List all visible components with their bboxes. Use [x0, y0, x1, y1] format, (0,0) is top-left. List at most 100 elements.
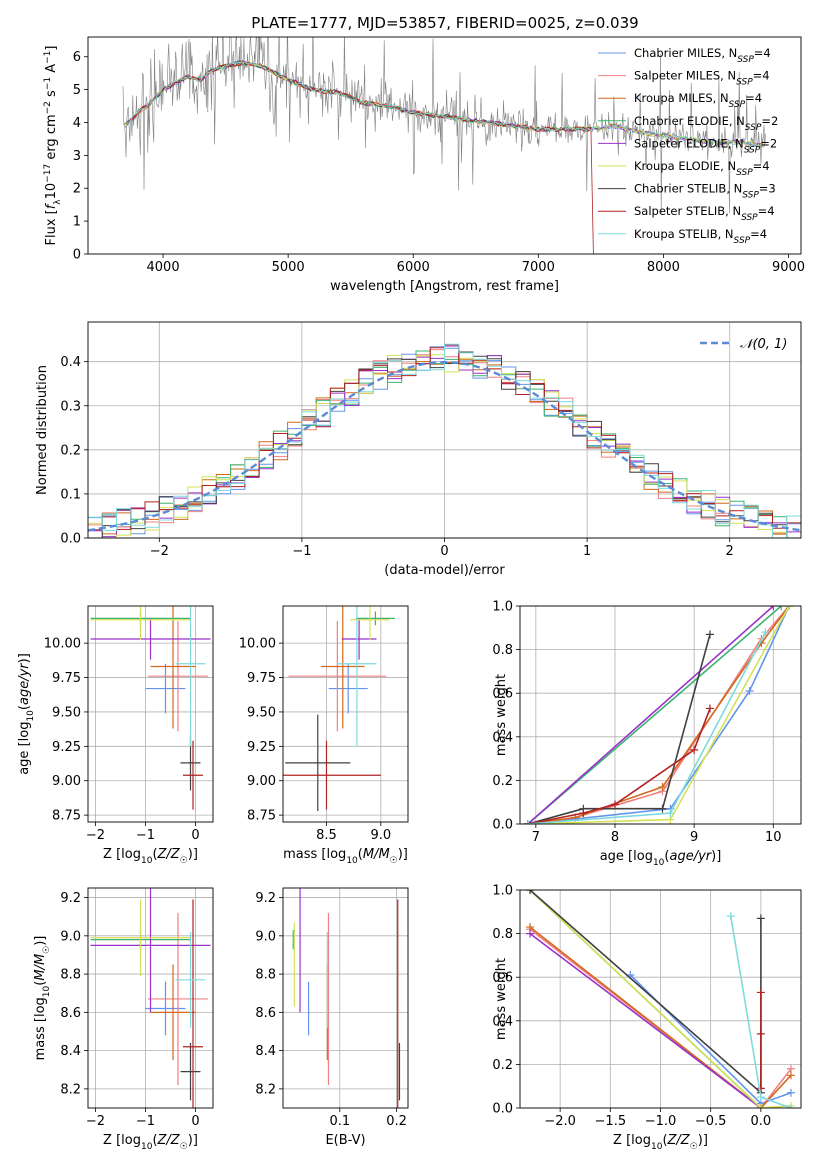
legend-entry-label: Salpeter ELODIE, NSSP=2: [634, 136, 777, 155]
residuals-ytick-label: 0.0: [60, 532, 81, 547]
residuals-ytick-label: 0.3: [60, 399, 81, 414]
mass_vs_EBV-xtick-label: 0.2: [386, 1114, 407, 1129]
mass_vs_Z-ytick-label: 8.8: [60, 968, 81, 983]
mass_vs_Z-ytick-label: 8.6: [60, 1006, 81, 1021]
mass-weight-line: [527, 634, 711, 824]
spectrum-xtick-label: 6000: [397, 260, 430, 275]
residuals-ytick-label: 0.4: [60, 355, 81, 370]
age_vs_Z-ytick-label: 8.75: [52, 809, 81, 824]
massweight_vs_Z-ylabel: mass weight: [494, 958, 509, 1040]
residuals-xtick-label: 0: [440, 544, 448, 559]
mass-weight-marker: [769, 606, 778, 610]
mass-weight-marker: [761, 628, 770, 637]
age_vs_mass-plot-area: [283, 606, 395, 811]
mass_vs_Z-plot-area: [90, 888, 211, 1108]
mass_vs_Z-ylabel: mass [log10(M/M☉)]: [33, 936, 52, 1061]
mass_vs_EBV-panel: 0.1 0.2 8.2 8.4 8.6 8.8 9.0 9.2 E(B-V): [255, 887, 409, 1148]
massweight_vs_age-ytick-label: 0.2: [492, 774, 513, 789]
massweight_vs_Z-xtick-label: −1.5: [595, 1114, 627, 1129]
mass-weight-marker: [705, 704, 714, 713]
age_vs_Z-ytick-label: 10.00: [44, 637, 81, 652]
massweight_vs_Z-ytick-label: 0.6: [492, 971, 513, 986]
residuals-ylabel: Normed distribution: [35, 365, 50, 495]
mass_vs_EBV-xtick-label: 0.1: [329, 1114, 350, 1129]
age_vs_Z-xtick-label: −2: [86, 828, 105, 843]
age_vs_mass-ytick-label: 10.00: [239, 637, 276, 652]
residual-histogram: [88, 343, 801, 538]
legend-entry-label: 𝒩(0, 1): [740, 337, 787, 352]
spectrum-ytick-label: 1: [73, 215, 81, 230]
model-fit-line: [125, 60, 764, 254]
mass_vs_Z-panel: −2 −1 0 8.2 8.4 8.6 8.8 9.0 9.2 Z [log10(Z/Z☉)] ma…: [33, 887, 214, 1152]
spectrum-xtick-label: 9000: [772, 260, 805, 275]
residuals-xlabel: (data-model)/error: [384, 563, 505, 578]
spectrum-plot-area: [122, 37, 766, 254]
mass_vs_EBV-ytick-label: 9.2: [255, 891, 276, 906]
mass_vs_Z-ytick-label: 9.0: [60, 929, 81, 944]
age_vs_mass-ytick-label: 9.75: [247, 671, 276, 686]
massweight_vs_age-plot-area: [523, 606, 794, 824]
mass-weight-marker: [786, 1071, 795, 1080]
mass-weight-marker: [610, 800, 619, 809]
mass_vs_Z-xtick-label: −2: [86, 1114, 105, 1129]
mass-weight-marker: [526, 929, 535, 938]
mass-weight-marker: [658, 782, 667, 791]
age_vs_mass-ytick-label: 9.25: [247, 740, 276, 755]
massweight_vs_age-ytick-label: 0.4: [492, 730, 513, 745]
mass-weight-marker: [526, 890, 535, 894]
massweight_vs_Z-xtick-label: −1.0: [645, 1114, 677, 1129]
residuals-xtick-label: 2: [726, 544, 734, 559]
mass-weight-marker: [756, 1029, 765, 1038]
spectrum-ytick-label: 6: [73, 50, 81, 65]
mass-weight-marker: [579, 809, 588, 818]
figure-title: PLATE=1777, MJD=53857, FIBERID=0025, z=0…: [251, 14, 638, 32]
spectrum-ytick-label: 2: [73, 182, 81, 197]
mass-weight-marker: [756, 1104, 765, 1108]
mass_vs_Z-ytick-label: 8.2: [60, 1082, 81, 1097]
age_vs_Z-y-xlabel: age [log10(age/yr)]: [17, 653, 36, 775]
age_vs_mass-ytick-label: 9.00: [247, 774, 276, 789]
mass-weight-marker: [705, 630, 714, 639]
massweight_vs_age-ytick-label: 1.0: [492, 600, 513, 615]
mass_vs_Z-ytick-label: 8.4: [60, 1044, 81, 1059]
mass-weight-marker: [786, 1088, 795, 1097]
mass_vs_Z-xtick-label: 0: [191, 1114, 199, 1129]
mass-weight-line: [529, 890, 792, 1108]
mass_vs_EBV-ytick-label: 8.8: [255, 968, 276, 983]
residuals-panel: −2 −1 0 1 2 0.0 0.1 0.2 0.3 0.4 (data-model)/error…: [35, 321, 802, 578]
legend-entry-label: Kroupa ELODIE, NSSP=4: [634, 159, 770, 178]
massweight_vs_Z-plot-area: [526, 890, 795, 1108]
spectrum-xlabel: wavelength [Angstrom, rest frame]: [330, 279, 559, 294]
age_vs_mass-xtick-label: 8.5: [316, 828, 337, 843]
mass_vs_EBV-ytick-label: 9.0: [255, 929, 276, 944]
mass-weight-line: [529, 932, 762, 1108]
spectrum-panel: 4000 5000 6000 7000 8000 9000 0 1 2 3 4 5 6 wavelengt…: [43, 36, 805, 294]
age_vs_mass-ytick-label: 9.50: [247, 705, 276, 720]
massweight_vs_age-ytick-label: 0.6: [492, 687, 513, 702]
legend-entry-label: Kroupa STELIB, NSSP=4: [634, 227, 767, 246]
mass-weight-marker: [786, 1104, 795, 1108]
massweight_vs_age-xlabel: age [log10(age/yr)]: [600, 849, 722, 868]
residuals-xtick-label: 1: [583, 544, 591, 559]
spectrum-xtick-label: 8000: [647, 260, 680, 275]
age_vs_mass-xlabel: mass [log10(M/M☉)]: [283, 847, 408, 866]
massweight_vs_age-ytick-label: 0.8: [492, 643, 513, 658]
age_vs_Z-frame: [87, 605, 214, 823]
mass_vs_EBV-ytick-label: 8.2: [255, 1082, 276, 1097]
mass_vs_Z-ytick-label: 9.2: [60, 891, 81, 906]
massweight_vs_Z-ytick-label: 1.0: [492, 884, 513, 899]
massweight_vs_age-xtick-label: 7: [532, 830, 540, 845]
mass-weight-line: [527, 631, 767, 824]
residuals-ytick-label: 0.2: [60, 443, 81, 458]
chart-layer: 4000 5000 6000 7000 8000 90000123456wavelengt…: [17, 36, 805, 1152]
legend-entry-label: Salpeter STELIB, NSSP=4: [634, 204, 775, 223]
mass-weight-marker: [756, 1093, 765, 1102]
spectrum-xtick-label: 4000: [147, 260, 180, 275]
legend-entry-label: Chabrier MILES, NSSP=4: [634, 46, 771, 65]
mass-weight-marker: [523, 820, 532, 824]
massweight_vs_Z-xtick-label: −0.5: [695, 1114, 727, 1129]
mass_vs_EBV-xlabel: E(B-V): [325, 1133, 365, 1148]
spectrum-ytick-label: 3: [73, 149, 81, 164]
residuals-ytick-label: 0.1: [60, 487, 81, 502]
age_vs_Z-ytick-label: 9.50: [52, 705, 81, 720]
